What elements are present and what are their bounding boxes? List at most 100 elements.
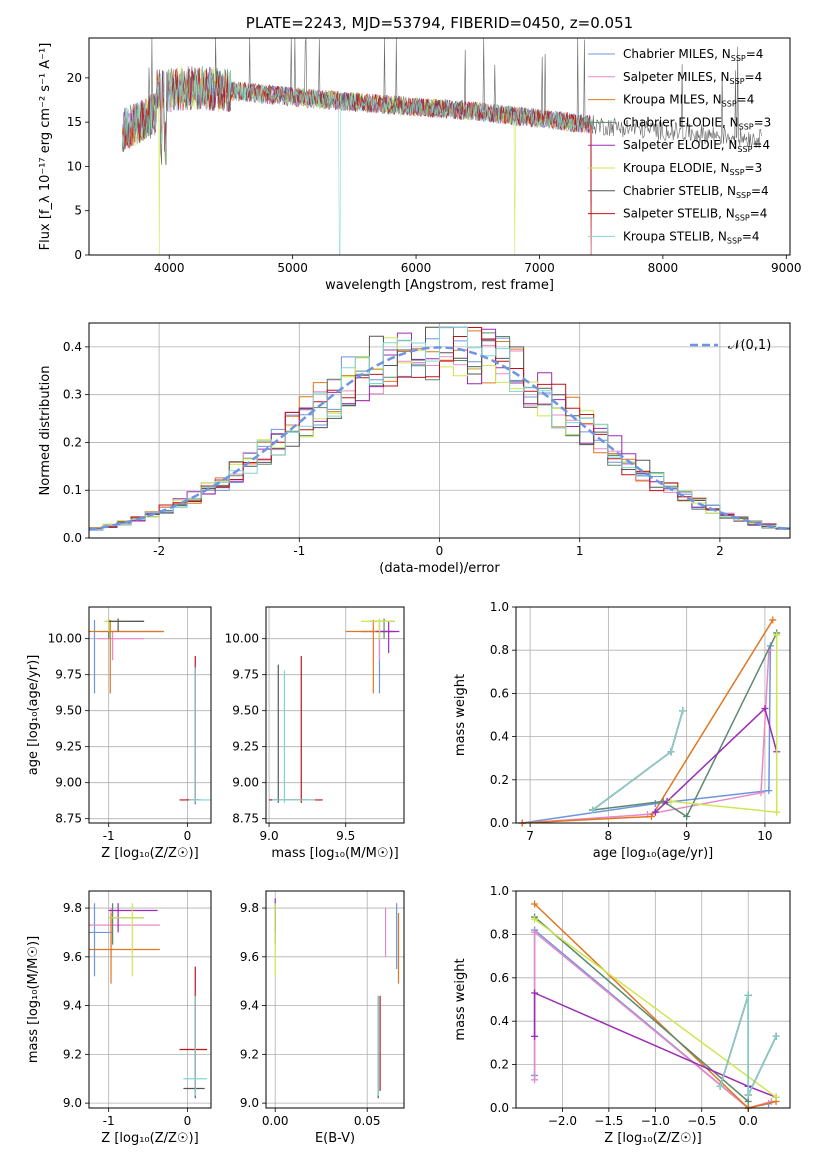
legend-label-subscript: SSP xyxy=(731,54,746,63)
y-axis-label: age [log₁₀(age/yr)] xyxy=(26,655,41,776)
x-tick-label: 0 xyxy=(436,544,444,558)
x-axis-label: Z [log₁₀(Z/Z☉)] xyxy=(604,1131,701,1146)
x-tick-label: 0.00 xyxy=(262,1114,289,1128)
y-tick-label: 15 xyxy=(67,115,82,129)
spectrum-panel: 4000 5000 6000 7000 8000 9000 0 5 10 15 20 waveleng… xyxy=(38,14,802,293)
x-tick-label: 0 xyxy=(184,1114,192,1128)
weight-point-marker xyxy=(667,748,675,756)
legend-label-subscript: SSP xyxy=(737,145,752,154)
x-tick-label: 9.5 xyxy=(336,829,355,843)
x-axis-label: age [log₁₀(age/yr)] xyxy=(593,846,714,861)
y-axis-label: Flux [f_λ 10⁻¹⁷ erg cm⁻² s⁻¹ A⁻¹] xyxy=(38,43,53,251)
legend-label-value: =4 xyxy=(745,70,763,84)
weights-vs-age-panel: 7 8 9 10 0.0 0.2 0.4 0.6 0.8 1.0 age [log₁₀(age/yr… xyxy=(453,600,791,861)
weight-point-marker xyxy=(744,1097,752,1105)
legend-label-value: =4 xyxy=(737,93,755,107)
y-axis-label: Normed distribution xyxy=(38,366,53,496)
plot-area xyxy=(89,903,208,1099)
x-tick-label: -1 xyxy=(293,544,305,558)
mass-vs-metallicity-panel: -1 0 9.0 9.2 9.4 9.6 9.8 Z [log₁₀(Z/Z☉)] mass [l… xyxy=(26,890,212,1146)
weight-point-marker xyxy=(531,989,539,997)
y-tick-label: 9.4 xyxy=(240,999,259,1013)
chart-title: PLATE=2243, MJD=53794, FIBERID=0450, z=0… xyxy=(246,14,633,32)
y-tick-label: 9.00 xyxy=(55,776,82,790)
y-axis-label: mass [log₁₀(M/M☉)] xyxy=(26,936,41,1063)
plot-area xyxy=(518,616,781,827)
plot-area xyxy=(88,326,791,531)
x-tick-label: -2 xyxy=(153,544,165,558)
x-tick-label: 6000 xyxy=(401,261,432,275)
legend: 𝒩(0,1) xyxy=(690,338,771,353)
x-tick-label: 9 xyxy=(683,829,691,843)
y-tick-label: 9.75 xyxy=(232,668,259,682)
weight-point-marker xyxy=(531,915,539,923)
x-tick-label: 9000 xyxy=(771,261,802,275)
y-tick-label: 9.25 xyxy=(55,740,82,754)
age-vs-metallicity-panel: -1 0 8.75 9.00 9.25 9.50 9.75 10.00 Z [log₁₀(Z/Z… xyxy=(26,606,212,861)
legend-label-value: =4 xyxy=(742,229,760,243)
y-tick-label: 10.00 xyxy=(48,632,82,646)
legend-label-value: =4 xyxy=(752,138,770,152)
x-axis-label: mass [log₁₀(M/M☉)] xyxy=(271,846,398,861)
normal-reference-curve xyxy=(88,346,791,531)
y-tick-label: 0.6 xyxy=(490,686,509,700)
x-tick-label: 9.0 xyxy=(260,829,279,843)
weight-point-marker xyxy=(531,928,539,936)
x-tick-label: 2 xyxy=(716,544,724,558)
x-tick-label: 0.05 xyxy=(354,1114,381,1128)
y-tick-label: 0.3 xyxy=(63,388,82,402)
plot-area xyxy=(122,37,762,256)
y-tick-label: 20 xyxy=(67,71,82,85)
weight-point-marker xyxy=(765,787,773,795)
weight-point-marker xyxy=(531,1076,539,1084)
y-axis-label: mass weight xyxy=(453,958,468,1040)
x-tick-label: -1 xyxy=(103,829,115,843)
legend-label-value: =3 xyxy=(745,161,763,175)
legend-label-value: =4 xyxy=(746,47,764,61)
axes-frame xyxy=(88,606,212,824)
plot-area xyxy=(89,618,211,805)
legend-label-text: Kroupa MILES, N xyxy=(623,93,722,107)
axes-frame xyxy=(88,890,212,1109)
y-tick-label: 0.0 xyxy=(63,531,82,545)
weight-point-marker xyxy=(772,1032,780,1040)
y-tick-label: 0.4 xyxy=(490,1014,509,1028)
weight-point-marker xyxy=(744,1091,752,1099)
x-tick-label: 0.0 xyxy=(739,1114,758,1128)
y-tick-label: 9.25 xyxy=(232,740,259,754)
weight-point-marker xyxy=(531,1032,539,1040)
legend-label-value: =4 xyxy=(751,184,769,198)
legend-entry: Salpeter MILES, NSSP=4 xyxy=(623,70,762,86)
weight-point-marker xyxy=(773,631,781,639)
x-tick-label: 10 xyxy=(757,829,772,843)
weight-series-line xyxy=(592,710,684,811)
y-tick-label: 0 xyxy=(74,248,82,262)
x-tick-label: −2.0 xyxy=(548,1114,577,1128)
y-tick-label: 9.75 xyxy=(55,668,82,682)
y-tick-label: 9.2 xyxy=(63,1047,82,1061)
x-tick-label: 8000 xyxy=(648,261,679,275)
y-tick-label: 10 xyxy=(67,159,82,173)
legend-label-text: Chabrier MILES, N xyxy=(623,47,731,61)
legend-label-subscript: SSP xyxy=(730,77,745,86)
weight-point-marker xyxy=(716,1082,724,1090)
plot-area xyxy=(269,618,400,803)
weight-series-line xyxy=(592,710,684,811)
y-tick-label: 0.2 xyxy=(490,1058,509,1072)
legend-entry: Kroupa MILES, NSSP=4 xyxy=(623,93,754,109)
age-vs-mass-panel: 9.0 9.5 8.75 9.00 9.25 9.50 9.75 10.00 mass [log… xyxy=(225,606,405,861)
weight-point-marker xyxy=(531,900,539,908)
weight-series-line xyxy=(522,650,770,824)
spectrum-series-line xyxy=(122,67,594,256)
legend-label-text: Chabrier STELIB, N xyxy=(623,184,736,198)
y-tick-label: 0.2 xyxy=(63,435,82,449)
axes-frame xyxy=(515,606,791,824)
y-tick-label: 0.2 xyxy=(490,773,509,787)
legend-entry: Chabrier ELODIE, NSSP=3 xyxy=(623,115,771,131)
x-axis-label: (data-model)/error xyxy=(379,561,500,576)
x-tick-label: −1.0 xyxy=(641,1114,670,1128)
y-tick-label: 9.50 xyxy=(55,704,82,718)
y-tick-label: 0.8 xyxy=(490,927,509,941)
